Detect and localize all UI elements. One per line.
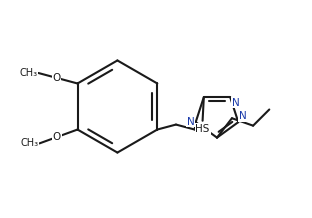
Text: CH₃: CH₃ [21, 138, 39, 148]
Text: HS: HS [195, 124, 210, 134]
Text: O: O [52, 73, 61, 83]
Text: O: O [53, 132, 61, 142]
Text: N: N [232, 98, 239, 108]
Text: N: N [239, 111, 247, 121]
Text: CH₃: CH₃ [20, 68, 38, 78]
Text: N: N [187, 117, 194, 127]
